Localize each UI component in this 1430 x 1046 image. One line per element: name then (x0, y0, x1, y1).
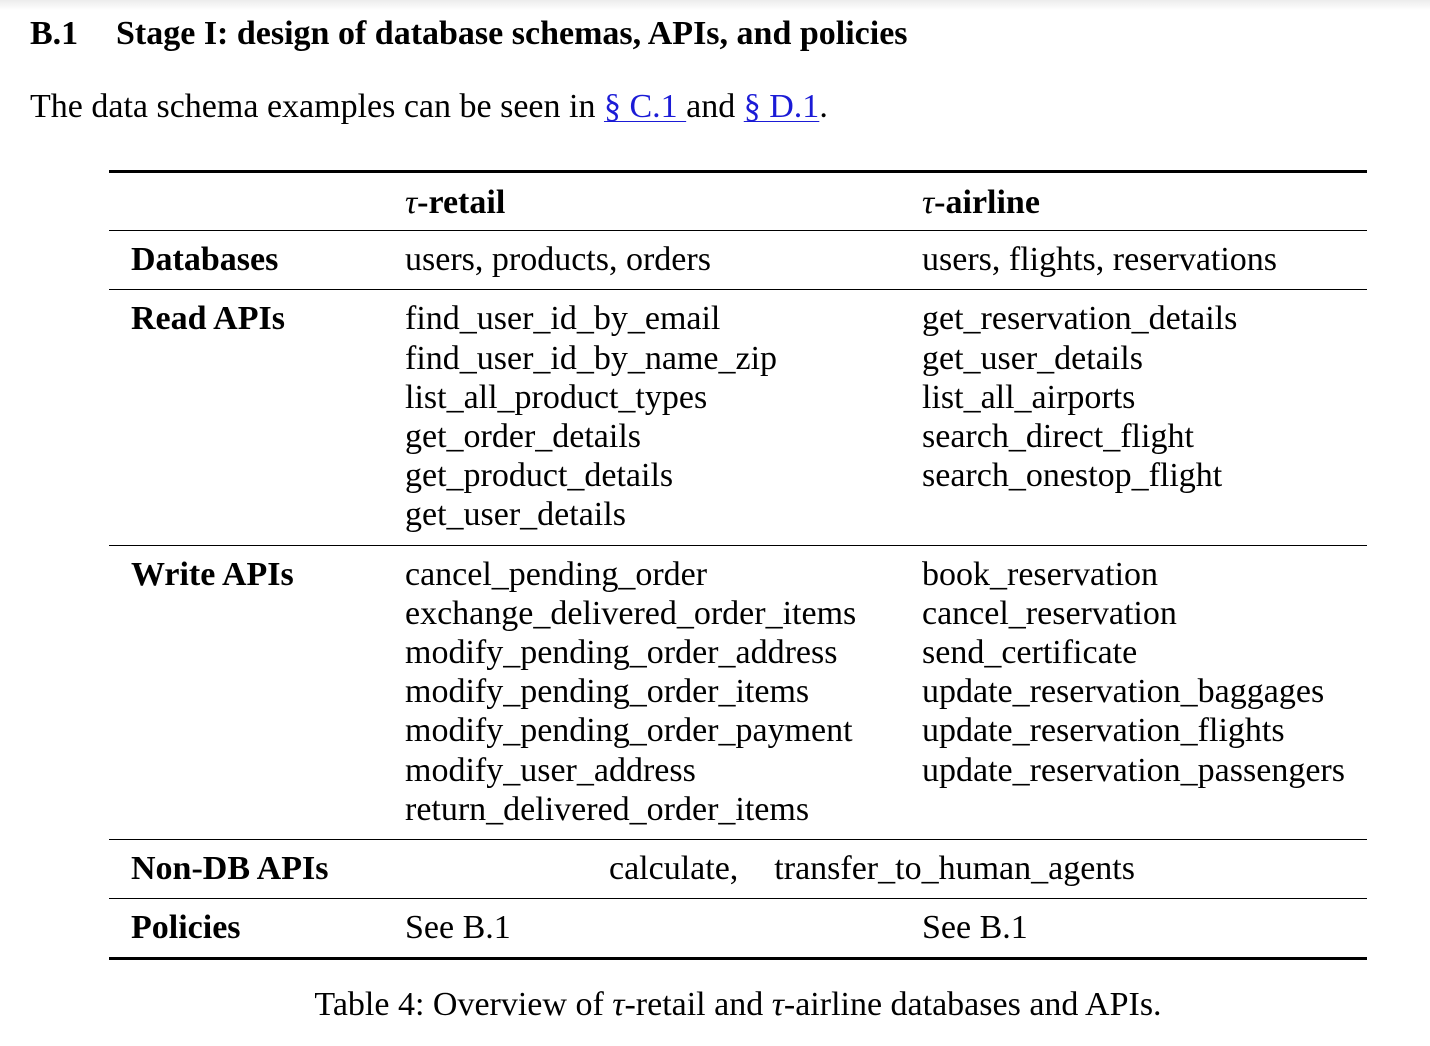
policies-retail: See B.1 (405, 909, 511, 947)
api-name: get_order_details (405, 418, 642, 456)
table-row-policies: Policies See B.1 See B.1 (109, 899, 1367, 959)
api-name: get_product_details (405, 457, 674, 495)
section-heading: B.1 Stage I: design of database schemas, … (30, 14, 908, 54)
policies-airline: See B.1 (922, 909, 1028, 947)
top-shade (0, 0, 1430, 10)
row-label-read-apis: Read APIs (131, 300, 285, 338)
api-name: book_reservation (922, 555, 1159, 593)
caption-middle: -retail and (624, 986, 772, 1023)
api-name: modify_pending_order_payment (405, 712, 853, 750)
api-name: find_user_id_by_name_zip (405, 339, 778, 377)
write-apis-retail: cancel_pending_order exchange_delivered_… (405, 545, 922, 839)
read-apis-airline: get_reservation_details get_user_details… (922, 290, 1367, 545)
api-name: update_reservation_flights (922, 712, 1285, 750)
api-name: update_reservation_passengers (922, 751, 1345, 789)
table-caption: Table 4: Overview of τ-retail and τ-airl… (0, 984, 1430, 1026)
table-row-read-apis: Read APIs find_user_id_by_email find_use… (109, 290, 1367, 546)
api-name: send_certificate (922, 634, 1138, 672)
non-db-apis-values: calculate, transfer_to_human_agents (405, 840, 1367, 899)
api-name: modify_user_address (405, 751, 696, 789)
header-empty-cell (109, 172, 405, 231)
api-name: list_all_airports (922, 378, 1136, 416)
header-airline-label: -airline (934, 184, 1040, 221)
api-name: modify_pending_order_items (405, 673, 810, 711)
write-apis-airline: book_reservation cancel_reservation send… (922, 545, 1367, 839)
link-d1[interactable]: § D.1 (743, 88, 820, 125)
section-title: Stage I: design of database schemas, API… (116, 15, 908, 52)
intro-text-before: The data schema examples can be seen in (30, 88, 604, 125)
intro-text-after: . (819, 88, 828, 125)
api-name: get_user_details (405, 496, 626, 534)
header-retail: τ-retail (405, 172, 922, 231)
api-name: calculate, (609, 850, 739, 888)
api-name: list_all_product_types (405, 378, 708, 416)
link-c1[interactable]: § C.1 (603, 88, 687, 125)
api-name: update_reservation_baggages (922, 673, 1325, 711)
api-name: get_reservation_details (922, 300, 1238, 338)
row-label-write-apis: Write APIs (131, 555, 294, 593)
caption-suffix: -airline databases and APIs. (783, 986, 1162, 1023)
databases-retail: users, products, orders (405, 241, 711, 279)
tau-symbol: τ (405, 184, 418, 221)
api-name: return_delivered_order_items (405, 790, 810, 828)
section-number: B.1 (30, 15, 79, 52)
api-name: cancel_pending_order (405, 555, 708, 593)
intro-paragraph: The data schema examples can be seen in … (30, 86, 828, 128)
api-name: find_user_id_by_email (405, 300, 721, 338)
tau-symbol: τ (922, 184, 935, 221)
intro-text-middle: and (686, 88, 744, 125)
row-label-non-db-apis: Non-DB APIs (131, 850, 329, 888)
header-airline: τ-airline (922, 172, 1367, 231)
row-label-policies: Policies (131, 909, 241, 947)
caption-prefix: Table 4: Overview of (314, 986, 613, 1023)
api-name: modify_pending_order_address (405, 634, 838, 672)
overview-table: τ-retail τ-airline Databases users, prod… (109, 170, 1367, 960)
table-row-databases: Databases users, products, orders users,… (109, 231, 1367, 290)
table-row-write-apis: Write APIs cancel_pending_order exchange… (109, 545, 1367, 840)
api-name: transfer_to_human_agents (774, 850, 1135, 888)
tau-symbol: τ (771, 986, 784, 1023)
table-header-row: τ-retail τ-airline (109, 171, 1367, 231)
databases-airline: users, flights, reservations (922, 241, 1278, 279)
row-label-databases: Databases (131, 241, 279, 279)
header-retail-label: -retail (417, 184, 506, 221)
tau-symbol: τ (612, 986, 625, 1023)
api-name: get_user_details (922, 339, 1143, 377)
api-name: search_direct_flight (922, 418, 1194, 456)
api-name: search_onestop_flight (922, 457, 1223, 495)
read-apis-retail: find_user_id_by_email find_user_id_by_na… (405, 290, 922, 545)
api-name: cancel_reservation (922, 594, 1177, 632)
api-name: exchange_delivered_order_items (405, 594, 857, 632)
table-row-non-db-apis: Non-DB APIs calculate, transfer_to_human_… (109, 840, 1367, 899)
